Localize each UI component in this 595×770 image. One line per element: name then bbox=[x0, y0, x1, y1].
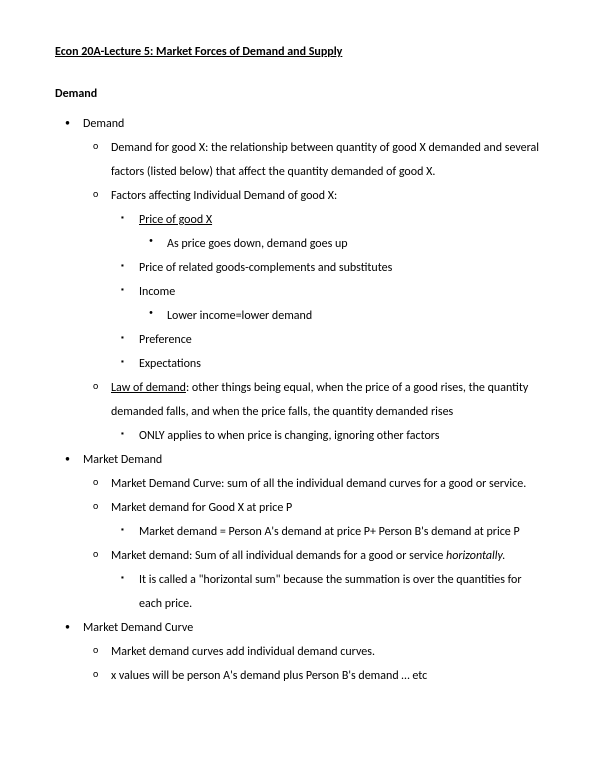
section-heading: Demand bbox=[55, 82, 540, 106]
factor-detail: As price goes down, demand goes up bbox=[139, 232, 540, 256]
sub-item: Demand for good X: the relationship betw… bbox=[83, 136, 540, 184]
bullet-label: Market Demand Curve bbox=[83, 621, 193, 635]
sub-item: Market demand curves add individual dema… bbox=[83, 640, 540, 664]
law-term: Law of demand bbox=[111, 381, 186, 395]
sub-item: Market demand: Sum of all individual dem… bbox=[83, 544, 540, 616]
factor-label: Price of good X bbox=[139, 213, 212, 227]
bullet-label: Market Demand bbox=[83, 453, 162, 467]
horizontal-note: It is called a "horizontal sum" because … bbox=[111, 568, 540, 616]
bullet-demand: Demand Demand for good X: the relationsh… bbox=[55, 112, 540, 448]
formula: Market demand = Person A's demand at pri… bbox=[111, 520, 540, 544]
factor-label: Income bbox=[139, 285, 175, 299]
factor-price: Price of good X As price goes down, dema… bbox=[111, 208, 540, 256]
document-title: Econ 20A-Lecture 5: Market Forces of Dem… bbox=[55, 40, 540, 64]
sub-item: Factors affecting Individual Demand of g… bbox=[83, 184, 540, 376]
bullet-market-curve: Market Demand Curve Market demand curves… bbox=[55, 616, 540, 688]
bullet-label: Demand bbox=[83, 117, 124, 131]
factor-detail: Lower income=lower demand bbox=[139, 304, 540, 328]
sub-label: Factors affecting Individual Demand of g… bbox=[111, 189, 337, 203]
sub-item: Market Demand Curve: sum of all the indi… bbox=[83, 472, 540, 496]
sub-item: x values will be person A's demand plus … bbox=[83, 664, 540, 688]
factor-income: Income Lower income=lower demand bbox=[111, 280, 540, 328]
sub-item-law: Law of demand: other things being equal,… bbox=[83, 376, 540, 448]
outline-root: Demand Demand for good X: the relationsh… bbox=[55, 112, 540, 688]
text-italic: horizontally. bbox=[446, 549, 505, 563]
sub-item: Market demand for Good X at price P Mark… bbox=[83, 496, 540, 544]
factor-expectations: Expectations bbox=[111, 352, 540, 376]
factor-related: Price of related goods-complements and s… bbox=[111, 256, 540, 280]
bullet-market-demand: Market Demand Market Demand Curve: sum o… bbox=[55, 448, 540, 616]
sub-label: Market demand for Good X at price P bbox=[111, 501, 292, 515]
factor-preference: Preference bbox=[111, 328, 540, 352]
law-note: ONLY applies to when price is changing, … bbox=[111, 424, 540, 448]
text-pre: Market demand: Sum of all individual dem… bbox=[111, 549, 446, 563]
